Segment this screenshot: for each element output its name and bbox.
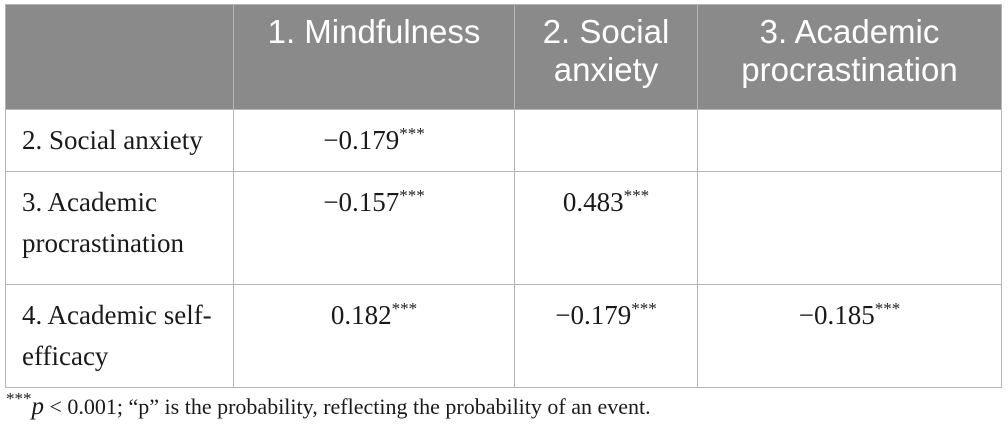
row-label: 3. Academic procrastination [5,171,234,285]
header-cell-blank [5,4,234,110]
correlation-table-container: 1. Mindfulness 2. Social anxiety 3. Acad… [5,4,1002,388]
table-cell: −0.157*** [233,171,515,285]
header-row: 1. Mindfulness 2. Social anxiety 3. Acad… [5,4,1002,110]
significance-marker: *** [874,299,901,318]
table-cell: −0.179*** [233,109,515,172]
significance-marker: *** [631,299,657,318]
table-cell: 0.182*** [233,284,515,388]
table-footnote: ***p < 0.001; “p” is the probability, re… [6,390,651,421]
table-cell [697,171,1002,285]
table-cell: −0.185*** [697,284,1002,388]
header-cell-mindfulness: 1. Mindfulness [233,4,515,110]
cell-value: −0.157 [323,187,400,217]
footnote-variable: p [31,393,45,420]
header-cell-academic-procrastination: 3. Academic procrastination [697,4,1002,110]
header-cell-social-anxiety: 2. Social anxiety [514,4,698,110]
cell-value: 0.483 [562,187,624,217]
table-cell: 0.483*** [514,171,698,285]
table-cell [514,109,698,172]
significance-marker: *** [623,186,650,205]
correlation-table: 1. Mindfulness 2. Social anxiety 3. Acad… [5,4,1002,388]
table-row: 3. Academic procrastination −0.157*** 0.… [5,171,1002,285]
row-label: 4. Academic self-efficacy [5,284,234,388]
cell-value: 0.182 [330,300,392,330]
significance-marker: *** [399,124,425,143]
significance-marker: *** [391,299,418,318]
table-row: 4. Academic self-efficacy 0.182*** −0.17… [5,284,1002,388]
significance-marker: *** [399,186,425,205]
footnote-text: < 0.001; “p” is the probability, reflect… [44,394,651,419]
table-cell: −0.179*** [514,284,698,388]
table-cell [697,109,1002,172]
table-row: 2. Social anxiety −0.179*** [5,109,1002,172]
cell-value: −0.179 [555,300,632,330]
footnote-marker: *** [6,389,32,408]
cell-value: −0.179 [323,125,400,155]
row-label: 2. Social anxiety [5,109,234,172]
cell-value: −0.185 [798,300,875,330]
